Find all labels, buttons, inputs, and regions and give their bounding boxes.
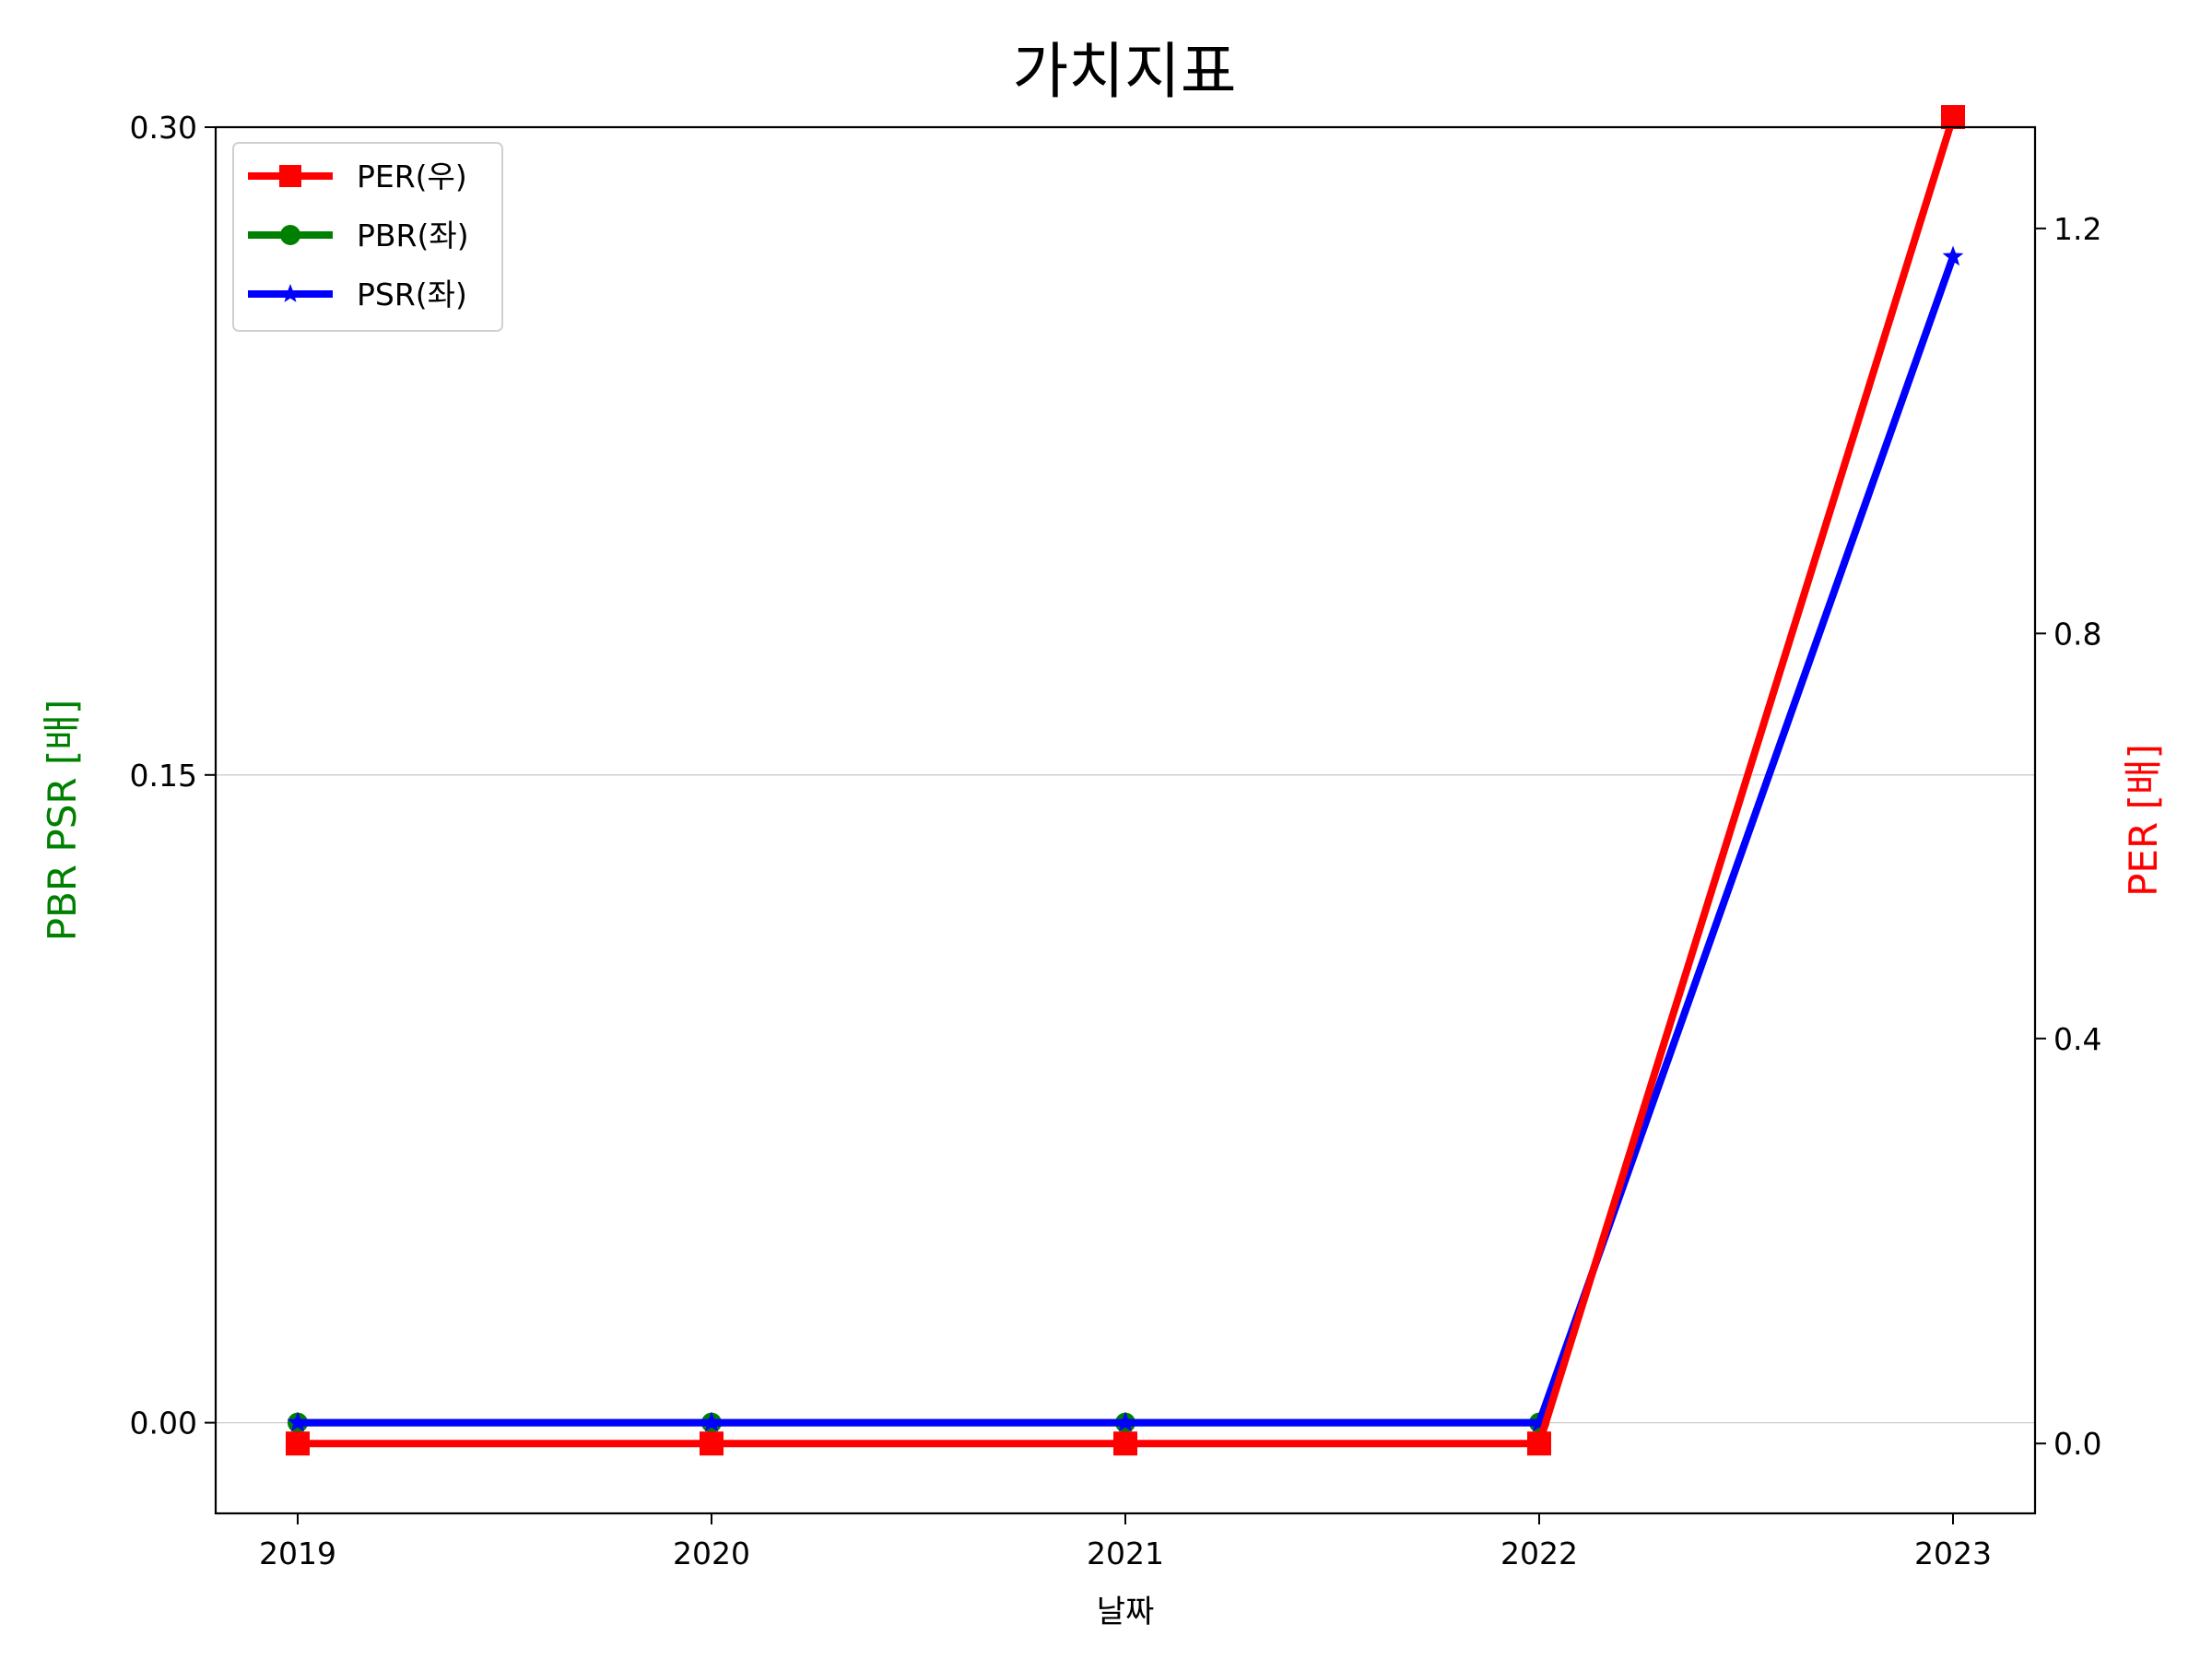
- data-point: [1113, 1431, 1137, 1456]
- data-point: [287, 1411, 309, 1432]
- x-axis-label: 날짜: [1097, 1594, 1155, 1630]
- x-tick-label: 2019: [259, 1535, 336, 1571]
- x-tick-label: 2020: [673, 1535, 750, 1571]
- plot-frame: [214, 125, 2037, 1515]
- series-psr: [287, 245, 1964, 1432]
- right-tick-label: 0.8: [2053, 616, 2101, 652]
- data-point: [1527, 1431, 1551, 1456]
- left-tick-label: 0.30: [130, 110, 197, 146]
- data-point: [1941, 105, 1965, 130]
- legend-item: PSR(좌): [248, 276, 467, 312]
- left-y-axis-label: PBR PSR [배]: [40, 700, 85, 942]
- left-tick-label: 0.15: [130, 758, 197, 794]
- series-line: [298, 115, 1957, 1448]
- series-line: [298, 255, 1957, 1427]
- left-y-axis: 0.00 0.15 0.30: [130, 110, 216, 1441]
- data-point: [1114, 1411, 1136, 1432]
- right-y-axis-label: PER [배]: [2121, 744, 2166, 897]
- data-point: [280, 284, 300, 302]
- x-axis: 2019 2020 2021 2022 2023: [259, 1513, 1992, 1571]
- right-y-axis: 0.0 0.4 0.8 1.2: [2035, 211, 2101, 1462]
- x-tick-label: 2021: [1087, 1535, 1164, 1571]
- left-tick-label: 0.00: [130, 1406, 197, 1441]
- legend-item: PBR(좌): [248, 218, 469, 253]
- series-per: [286, 105, 1965, 1456]
- data-point: [286, 1431, 310, 1456]
- data-point: [1528, 1411, 1550, 1432]
- legend-box: [232, 142, 503, 332]
- legend-label: PBR(좌): [357, 218, 469, 253]
- data-point: [279, 165, 301, 187]
- legend: PER(우) PBR(좌) PSR(좌): [232, 142, 503, 332]
- legend-label: PER(우): [357, 159, 467, 194]
- right-tick-label: 0.4: [2053, 1021, 2101, 1057]
- legend-item: PER(우): [248, 159, 467, 194]
- x-tick-label: 2022: [1500, 1535, 1578, 1571]
- data-point: [1942, 245, 1964, 266]
- data-point: [700, 1431, 724, 1456]
- data-point: [280, 225, 300, 245]
- right-tick-label: 1.2: [2053, 211, 2101, 247]
- legend-label: PSR(좌): [357, 276, 467, 312]
- x-tick-label: 2023: [1914, 1535, 1992, 1571]
- chart-title: 가치지표: [1013, 36, 1237, 107]
- right-tick-label: 0.0: [2053, 1426, 2101, 1462]
- data-point: [700, 1411, 723, 1432]
- series-layer: [286, 105, 1965, 1456]
